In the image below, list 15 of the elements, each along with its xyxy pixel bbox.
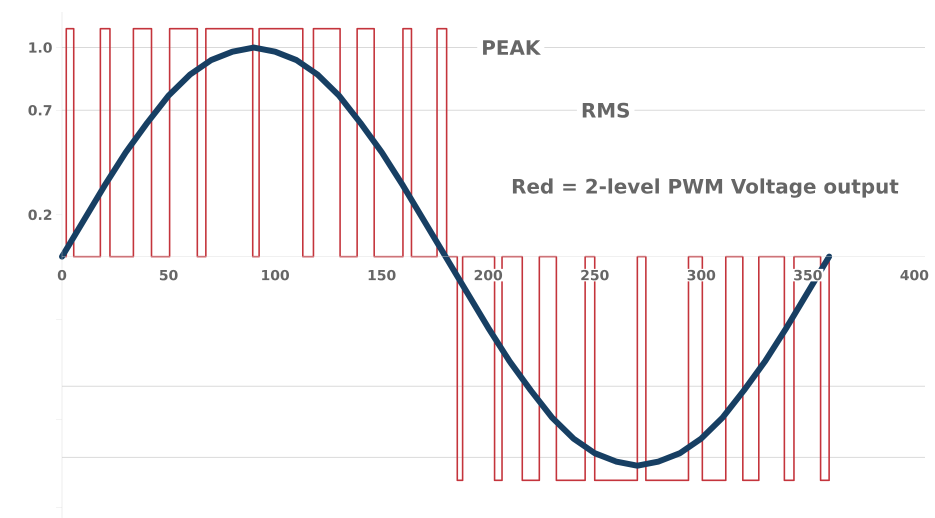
ref-line-label: PEAK (483, 40, 541, 55)
y-tick-label: 0.7 (28, 104, 52, 116)
y-tick-label: 1.0 (29, 42, 52, 53)
x-tick-label: 150 (368, 270, 396, 280)
x-tick-label: 50 (160, 270, 178, 280)
y-tick-label: 0.2 (28, 210, 52, 220)
x-tick-label: 350 (794, 270, 822, 280)
x-tick-label: 0 (58, 270, 66, 280)
ref-line-label: RMS (582, 102, 629, 118)
x-tick-label: 400 (900, 270, 928, 280)
x-tick-label: 100 (262, 270, 289, 280)
x-tick-label: 300 (688, 270, 716, 280)
x-tick-label: 200 (474, 270, 502, 280)
annotation: Red = 2-level PWM Voltage output (512, 178, 898, 198)
x-tick-label: 250 (581, 270, 609, 280)
